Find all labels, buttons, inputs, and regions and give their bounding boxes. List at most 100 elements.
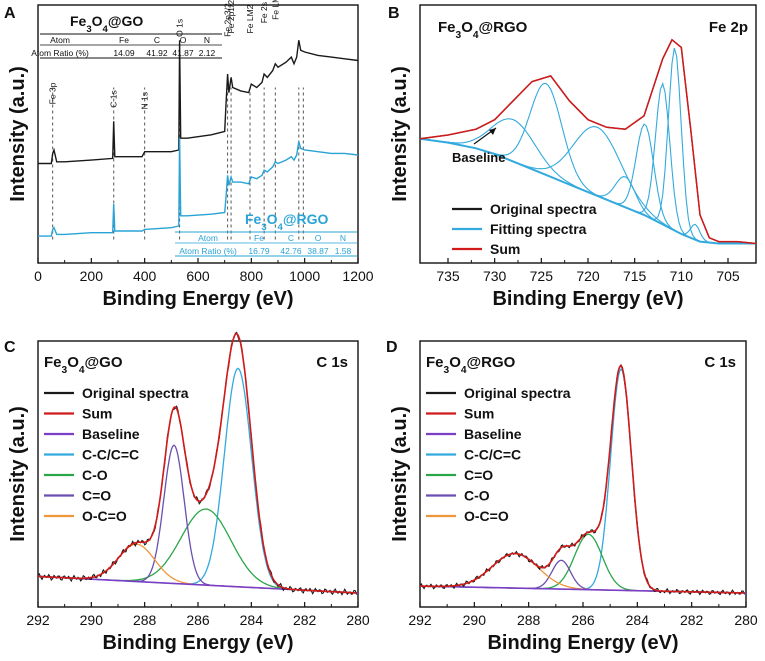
- peak-label: Fe 2s: [259, 2, 269, 23]
- x-tick-label: 600: [186, 268, 210, 284]
- panel-D-plot: Fe3O4@RGO C 1s Original spectra Sum Baseline…: [419, 354, 747, 596]
- x-tick-label: 288: [133, 612, 157, 628]
- table-value: 42.76: [280, 246, 302, 256]
- fitting-peak: [419, 126, 756, 245]
- table-header-cell: C: [288, 233, 294, 243]
- legend-item: C-C/C=C: [82, 447, 139, 463]
- legend-item: Sum: [82, 406, 112, 422]
- legend-item: C=O: [82, 488, 111, 504]
- legend-item: Original spectra: [82, 385, 189, 401]
- panel-letter-D: D: [386, 339, 398, 356]
- component-peak: [37, 543, 357, 594]
- legend-item: C-O: [82, 467, 108, 483]
- x-tick-label: 720: [576, 268, 600, 284]
- x-tick-label: 286: [186, 612, 210, 628]
- legend-item: Fitting spectra: [490, 221, 587, 237]
- legend-item: Sum: [490, 241, 520, 257]
- plot-frame: [419, 4, 757, 264]
- x-tick-label: 290: [463, 612, 487, 628]
- x-tick-label: 800: [240, 268, 264, 284]
- table-value: 16.79: [248, 246, 270, 256]
- legend-item: Original spectra: [464, 385, 571, 401]
- original-spectra-line: [37, 331, 358, 596]
- panel-B-title: Fe3O4@RGO: [438, 19, 528, 41]
- y-axis-title: Intensity (a.u.): [389, 406, 411, 542]
- panel-B-axes: 735 730 725 720 715 710 705 Binding Energy (eV)…: [389, 4, 757, 310]
- peak-label: N 1s: [140, 92, 150, 109]
- panel-D-title: Fe3O4@RGO: [426, 354, 516, 376]
- panel-letter-C: C: [4, 339, 16, 356]
- table-value: 14.09: [113, 48, 135, 58]
- x-tick-label: 286: [571, 612, 595, 628]
- x-tick-label: 200: [80, 268, 104, 284]
- table-title-go: Fe3O4@GO: [70, 13, 143, 35]
- table-value: 1.58: [335, 246, 352, 256]
- x-tick-label: 282: [680, 612, 704, 628]
- table-header-cell: Atom: [198, 233, 218, 243]
- panel-C-plot: Fe3O4@GO C 1s Original spectra Sum Baseline C…: [37, 331, 359, 596]
- x-tick-label: 288: [517, 612, 541, 628]
- panel-letter-B: B: [388, 5, 400, 22]
- x-tick-label: 400: [133, 268, 157, 284]
- panel-B-corner-label: Fe 2p: [709, 19, 748, 36]
- panel-A-axes: 0 200 400 600 800 1000 1200 Binding Energy (eV)…: [7, 4, 374, 310]
- legend-item: O-C=O: [464, 508, 509, 524]
- panel-A-plot: Fe 3p C 1s N 1s O 1s Fe 2p3/2Fe 2p1/2 Fe LM2 F…: [31, 0, 359, 257]
- table-value: 38.87: [307, 246, 329, 256]
- peak-label: Fe LM2: [245, 4, 255, 33]
- table-header-cell: Fe: [254, 233, 264, 243]
- table-value: 2.12: [199, 48, 216, 58]
- table-value: 41.87: [172, 48, 194, 58]
- x-tick-label: 292: [408, 612, 432, 628]
- atom-ratio-table-rgo: Fe3O4@RGO Atom Fe C O N Atom Ratio (%) 16.79 42.…: [175, 211, 357, 257]
- x-tick-label: 282: [293, 612, 317, 628]
- panel-letter-A: A: [4, 5, 16, 22]
- table-header-cell: O: [315, 233, 322, 243]
- peak-label: Fe 3p: [48, 82, 58, 104]
- x-tick-label: 284: [626, 612, 650, 628]
- x-tick-label: 715: [623, 268, 647, 284]
- baseline-arrow-head: [489, 128, 496, 135]
- x-tick-label: 730: [483, 268, 507, 284]
- legend-item: C-C/C=C: [464, 447, 521, 463]
- x-axis-title: Binding Energy (eV): [102, 632, 293, 654]
- table-row-label: Atom Ratio (%): [31, 48, 89, 58]
- legend-item: Sum: [464, 406, 494, 422]
- original-spectra-line: [419, 363, 746, 596]
- table-header-cell: N: [340, 233, 346, 243]
- table-header-cell: Fe: [119, 35, 129, 45]
- x-tick-label: 280: [346, 612, 370, 628]
- peak-label: C 1s: [109, 90, 119, 107]
- peak-label: Fe LM6: [270, 0, 280, 20]
- panel-D-axes: 292 290 288 286 284 282 280 Binding Energy (eV)…: [389, 340, 758, 654]
- x-tick-label: 710: [670, 268, 694, 284]
- peak-label: Fe 2p1/2: [226, 0, 236, 33]
- panel-C-title: Fe3O4@GO: [44, 354, 123, 376]
- baseline-annotation: Baseline: [452, 150, 505, 165]
- y-axis-title: Intensity (a.u.): [7, 66, 29, 202]
- legend-item: Baseline: [82, 426, 140, 442]
- x-tick-label: 280: [734, 612, 758, 628]
- series-line-go: [38, 40, 359, 165]
- sum-line: [420, 364, 745, 594]
- sum-line: [37, 332, 357, 594]
- table-value: 41.92: [146, 48, 168, 58]
- y-axis-title: Intensity (a.u.): [7, 406, 29, 542]
- x-tick-label: 0: [34, 268, 42, 284]
- corner-label: C 1s: [316, 354, 348, 371]
- legend-item: C=O: [464, 467, 493, 483]
- component-peak: [420, 559, 745, 594]
- x-tick-label: 705: [716, 268, 740, 284]
- legend-item: Baseline: [464, 426, 522, 442]
- panel-B-plot: Fe3O4@RGO Fe 2p Baseline Original spectra Fi…: [419, 19, 757, 257]
- x-axis-title: Binding Energy (eV): [492, 288, 683, 310]
- table-header-cell: N: [204, 35, 210, 45]
- x-tick-label: 1000: [289, 268, 320, 284]
- table-header-cell: O: [180, 35, 187, 45]
- table-header-cell: C: [154, 35, 160, 45]
- series-line-rgo: [38, 138, 359, 237]
- table-row-label: Atom Ratio (%): [179, 246, 237, 256]
- legend-item: Original spectra: [490, 201, 597, 217]
- x-tick-label: 735: [436, 268, 460, 284]
